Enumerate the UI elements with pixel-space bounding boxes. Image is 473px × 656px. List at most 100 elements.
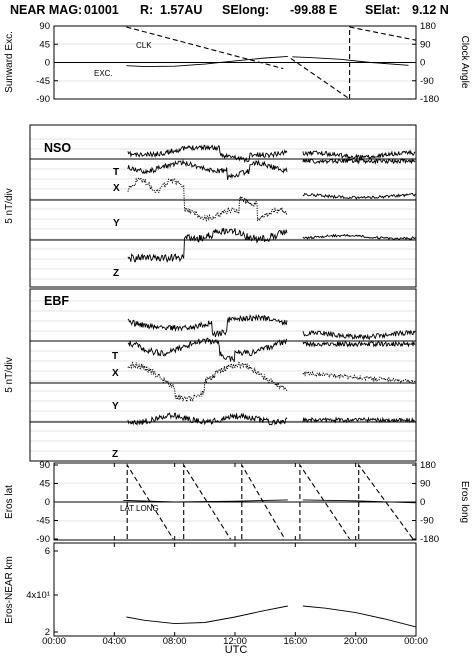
p2-data-layer [127,144,417,264]
x-tick-label: 04:00 [102,636,126,647]
p5-data-layer [126,605,417,628]
header-label: NEAR MAG: [10,3,82,17]
nso-z-trace-2 [302,233,417,241]
p4-y2tick-label: -90 [420,516,434,527]
nso-ylabel: 5 nT/div [4,188,15,224]
distance-line [126,605,288,625]
p3-grid [30,300,416,452]
x-tick-label: 16:00 [283,636,307,647]
p1-y-ticks: 90 180 45 90 0 0 -45 -90 -90 -180 [36,21,439,105]
p5-ytick-label: 6 [45,546,50,557]
ebf-title: EBF [44,294,69,308]
nso-title: NSO [44,141,71,155]
ebf-x-trace-2 [302,340,416,348]
x-tick-label: 00:00 [404,636,428,647]
p4-y-ticks: 90 180 45 90 0 0 -45 -90 -90 -180 [36,460,439,545]
x-tick-label: 12:00 [223,636,247,647]
header-selong-value: -99.88 E [290,3,337,17]
nso-x-trace-2 [302,157,416,165]
exc-series-line [126,55,288,68]
p4-y2label: Eros long [459,481,470,523]
ebf-z-trace-2 [302,416,416,424]
p5-ylabel: Eros-NEAR km [4,556,15,624]
header-r-label: R: [140,3,153,17]
eros-long-segment [183,463,231,540]
panel-eros-lat-long: 90 180 45 90 0 0 -45 -90 -90 -180 LAT LONG Eros l… [4,460,470,545]
p1-ytick-label: 0 [45,58,50,69]
nso-t-trace [127,144,288,164]
nso-trace-t: T [113,167,119,178]
eros-lat-line [302,499,417,504]
x-axis-ticks: 00:00 04:00 08:00 12:00 16:00 20:00 00:00 [42,463,428,647]
x-tick-label: 00:00 [42,636,66,647]
ebf-x-trace [127,337,288,363]
p3-data-layer [127,313,416,426]
p1-ytick-label: -45 [36,76,50,87]
clk-series-segment [126,26,284,70]
ebf-trace-y: Y [112,401,119,412]
exc-series-line [292,56,409,66]
distance-line [302,605,417,628]
panel-ebf: EBF T X Y Z 5 nT/div [4,288,417,462]
panel-nso: NSO T X Y Z 5 nT/div [4,124,417,288]
nso-y-trace [127,176,288,223]
clk-label: CLK [136,41,152,50]
ebf-trace-x: X [112,368,119,379]
ebf-t-trace [127,313,288,338]
nso-z-trace [127,227,288,264]
p1-ytick-label: 90 [39,21,50,32]
eros-long-segment [358,463,414,540]
p4-y2tick-label: 180 [420,460,436,471]
p1-y2label: Clock Angle [459,36,470,89]
ebf-trace-t: T [112,351,118,362]
nso-trace-z: Z [113,268,119,279]
p5-ytick-label: 4x10¹ [26,590,50,601]
eros-long-segment [126,463,174,540]
x-tick-label: 08:00 [163,636,187,647]
nso-t-trace-2 [302,149,416,161]
panel-sunward-excursion: 90 180 45 90 0 0 -45 -90 -90 -180 CLK EXC. Sunwar… [4,21,470,105]
ebf-trace-z: Z [112,449,118,460]
p5-ytick-label: 2 [45,627,50,638]
exc-label: EXC. [94,69,113,78]
p4-data-layer [123,462,417,540]
p1-y2tick-label: 90 [420,39,431,50]
p4-ylabel: Eros lat [4,485,15,519]
eros-long-segment [299,463,351,540]
panel-frame [53,542,417,637]
panel-frame [29,124,417,288]
clk-series-segment [290,57,350,100]
x-axis-label: UTC [225,644,248,656]
nso-x-trace [127,158,288,181]
p4-y2tick-label: 0 [420,497,425,508]
p4-y2tick-label: -180 [420,534,439,545]
panel-eros-near-distance: 6 4x10¹ 2 Eros-NEAR km [4,542,417,638]
clk-series-segment [349,26,417,41]
long-annotation: LONG [136,504,159,513]
p4-ytick-label: 90 [39,460,50,471]
ebf-y-trace [127,361,288,402]
p1-y2tick-label: -90 [420,76,434,87]
p4-ytick-label: -45 [36,516,50,527]
eros-long-segment [241,462,286,540]
p1-ylabel: Sunward Exc. [4,31,15,93]
p4-ytick-label: 0 [45,497,50,508]
p4-y2tick-label: 90 [420,479,431,490]
p4-ytick-label: -90 [36,534,50,545]
p1-ytick-label: 45 [39,39,50,50]
header-selat-label: SElat: [365,3,400,17]
lat-annotation: LAT [120,504,134,513]
header-selong-label: SElong: [222,3,269,17]
ebf-ylabel: 5 nT/div [4,357,15,393]
p1-y2tick-label: 0 [420,58,425,69]
p4-ytick-label: 45 [39,479,50,490]
header-selat-value: 9.12 N [412,3,449,17]
ebf-z-trace [127,412,288,426]
ebf-t-trace-2 [302,329,416,341]
p1-y2tick-label: -180 [420,94,439,105]
eros-lat-line [123,499,288,503]
panel-frame [29,288,417,462]
nso-y-trace-2 [302,192,417,200]
nso-trace-x: X [113,183,120,194]
